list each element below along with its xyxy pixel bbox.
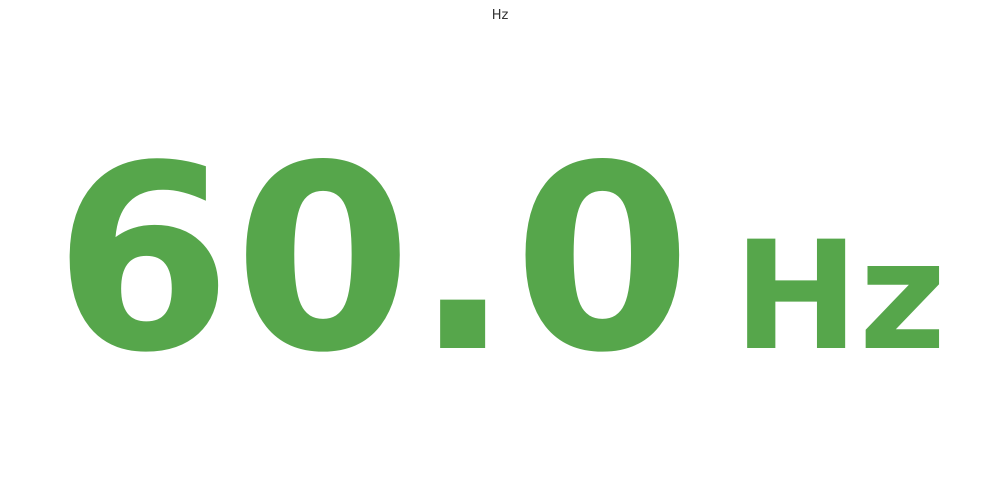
stat-unit: Hz	[733, 210, 947, 384]
stat-display: 60.0 Hz	[0, 111, 1000, 409]
stat-value: 60.0	[53, 111, 694, 409]
panel-title[interactable]: Hz	[491, 8, 509, 23]
